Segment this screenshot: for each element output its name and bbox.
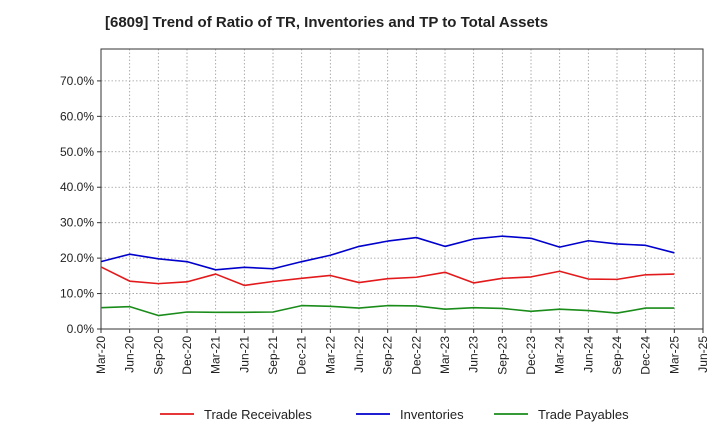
- y-tick-label: 20.0%: [60, 251, 94, 265]
- x-tick-label: Mar-21: [209, 336, 223, 374]
- grid: [101, 49, 703, 330]
- x-tick-label: Mar-25: [667, 336, 681, 374]
- series-line-inventories: [100, 235, 675, 271]
- x-tick-label: Dec-22: [409, 336, 423, 375]
- x-tick-label: Mar-22: [323, 336, 337, 374]
- legend-label: Trade Payables: [538, 407, 629, 422]
- x-tick-label: Jun-25: [696, 336, 710, 373]
- x-tick-label: Sep-23: [495, 336, 509, 375]
- x-tick-label: Sep-20: [151, 336, 165, 375]
- legend-label: Trade Receivables: [204, 407, 312, 422]
- y-tick-label: 0.0%: [67, 322, 95, 336]
- legend-label: Inventories: [400, 407, 464, 422]
- x-tick-label: Dec-21: [295, 336, 309, 375]
- x-tick-label: Sep-22: [381, 336, 395, 375]
- y-tick-label: 50.0%: [60, 145, 94, 159]
- y-tick-label: 10.0%: [60, 287, 94, 301]
- x-tick-label: Mar-23: [438, 336, 452, 374]
- plot-frame: [100, 48, 704, 330]
- y-tick-label: 60.0%: [60, 109, 94, 123]
- x-tick-label: Dec-24: [639, 336, 653, 375]
- series-line-trade-receivables: [100, 266, 675, 287]
- y-tick-label: 30.0%: [60, 216, 94, 230]
- x-axis: Mar-20 Jun-20 Sep-20 Dec-20 Mar-21 Jun-21 Sep-…: [94, 329, 710, 375]
- legend: Trade Receivables Inventories Trade Payabl…: [160, 407, 629, 422]
- x-tick-label: Jun-24: [581, 336, 595, 373]
- x-tick-label: Sep-24: [610, 336, 624, 375]
- x-tick-label: Sep-21: [266, 336, 280, 375]
- x-tick-label: Dec-23: [524, 336, 538, 375]
- y-tick-label: 70.0%: [60, 74, 94, 88]
- x-tick-label: Mar-24: [553, 336, 567, 374]
- series-group: [100, 235, 675, 317]
- x-tick-label: Jun-20: [123, 336, 137, 373]
- x-tick-label: Dec-20: [180, 336, 194, 375]
- x-tick-label: Jun-21: [237, 336, 251, 373]
- chart-title: [6809] Trend of Ratio of TR, Inventories…: [105, 14, 549, 31]
- x-tick-label: Jun-22: [352, 336, 366, 373]
- x-tick-label: Mar-20: [94, 336, 108, 374]
- y-tick-label: 40.0%: [60, 180, 94, 194]
- series-line-trade-payables: [100, 304, 675, 317]
- x-tick-label: Jun-23: [467, 336, 481, 373]
- y-axis: 0.0% 10.0% 20.0% 30.0% 40.0% 50.0% 60.0% 70.0%: [60, 74, 101, 336]
